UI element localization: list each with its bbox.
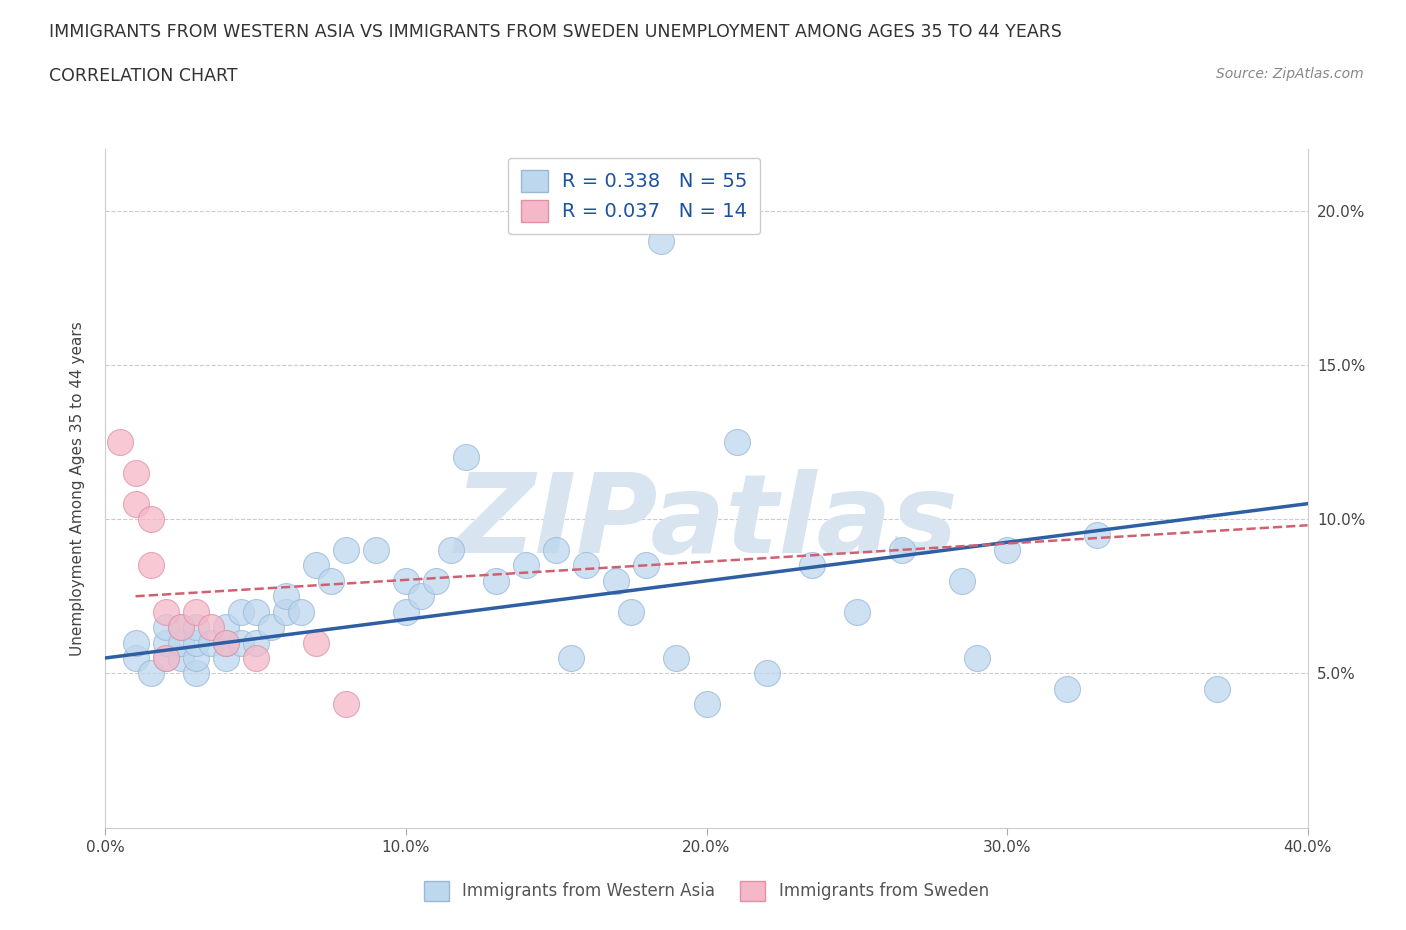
- Point: [319, 574, 342, 589]
- Point: [290, 604, 312, 619]
- Point: [950, 574, 973, 589]
- Point: [845, 604, 868, 619]
- Point: [620, 604, 643, 619]
- Point: [124, 635, 146, 650]
- Point: [395, 574, 418, 589]
- Point: [124, 465, 146, 480]
- Point: [966, 651, 988, 666]
- Y-axis label: Unemployment Among Ages 35 to 44 years: Unemployment Among Ages 35 to 44 years: [70, 321, 84, 656]
- Point: [454, 450, 477, 465]
- Point: [214, 651, 236, 666]
- Text: IMMIGRANTS FROM WESTERN ASIA VS IMMIGRANTS FROM SWEDEN UNEMPLOYMENT AMONG AGES 3: IMMIGRANTS FROM WESTERN ASIA VS IMMIGRAN…: [49, 23, 1062, 41]
- Point: [274, 589, 297, 604]
- Point: [409, 589, 432, 604]
- Point: [245, 635, 267, 650]
- Point: [155, 635, 177, 650]
- Point: [184, 651, 207, 666]
- Point: [200, 635, 222, 650]
- Point: [155, 651, 177, 666]
- Legend: Immigrants from Western Asia, Immigrants from Sweden: Immigrants from Western Asia, Immigrants…: [418, 874, 995, 908]
- Point: [696, 697, 718, 711]
- Point: [139, 512, 162, 526]
- Point: [124, 651, 146, 666]
- Point: [665, 651, 688, 666]
- Point: [169, 619, 191, 634]
- Point: [440, 542, 463, 557]
- Point: [995, 542, 1018, 557]
- Text: ZIPatlas: ZIPatlas: [454, 469, 959, 576]
- Point: [485, 574, 508, 589]
- Point: [636, 558, 658, 573]
- Point: [1056, 682, 1078, 697]
- Point: [274, 604, 297, 619]
- Point: [155, 619, 177, 634]
- Point: [229, 604, 252, 619]
- Point: [184, 604, 207, 619]
- Point: [546, 542, 568, 557]
- Point: [395, 604, 418, 619]
- Point: [335, 697, 357, 711]
- Point: [1206, 682, 1229, 697]
- Point: [229, 635, 252, 650]
- Point: [169, 651, 191, 666]
- Point: [155, 604, 177, 619]
- Point: [1085, 527, 1108, 542]
- Point: [364, 542, 387, 557]
- Point: [200, 619, 222, 634]
- Point: [184, 619, 207, 634]
- Point: [124, 497, 146, 512]
- Point: [305, 635, 328, 650]
- Point: [184, 635, 207, 650]
- Point: [214, 635, 236, 650]
- Point: [139, 666, 162, 681]
- Point: [214, 619, 236, 634]
- Point: [560, 651, 582, 666]
- Point: [245, 651, 267, 666]
- Point: [139, 558, 162, 573]
- Text: CORRELATION CHART: CORRELATION CHART: [49, 67, 238, 85]
- Point: [755, 666, 778, 681]
- Point: [725, 434, 748, 449]
- Point: [245, 604, 267, 619]
- Point: [605, 574, 627, 589]
- Point: [260, 619, 283, 634]
- Point: [110, 434, 132, 449]
- Point: [800, 558, 823, 573]
- Point: [155, 651, 177, 666]
- Point: [305, 558, 328, 573]
- Point: [650, 234, 672, 249]
- Point: [169, 619, 191, 634]
- Point: [214, 635, 236, 650]
- Point: [515, 558, 537, 573]
- Point: [575, 558, 598, 573]
- Text: Source: ZipAtlas.com: Source: ZipAtlas.com: [1216, 67, 1364, 81]
- Point: [169, 635, 191, 650]
- Point: [335, 542, 357, 557]
- Point: [890, 542, 912, 557]
- Point: [425, 574, 447, 589]
- Point: [184, 666, 207, 681]
